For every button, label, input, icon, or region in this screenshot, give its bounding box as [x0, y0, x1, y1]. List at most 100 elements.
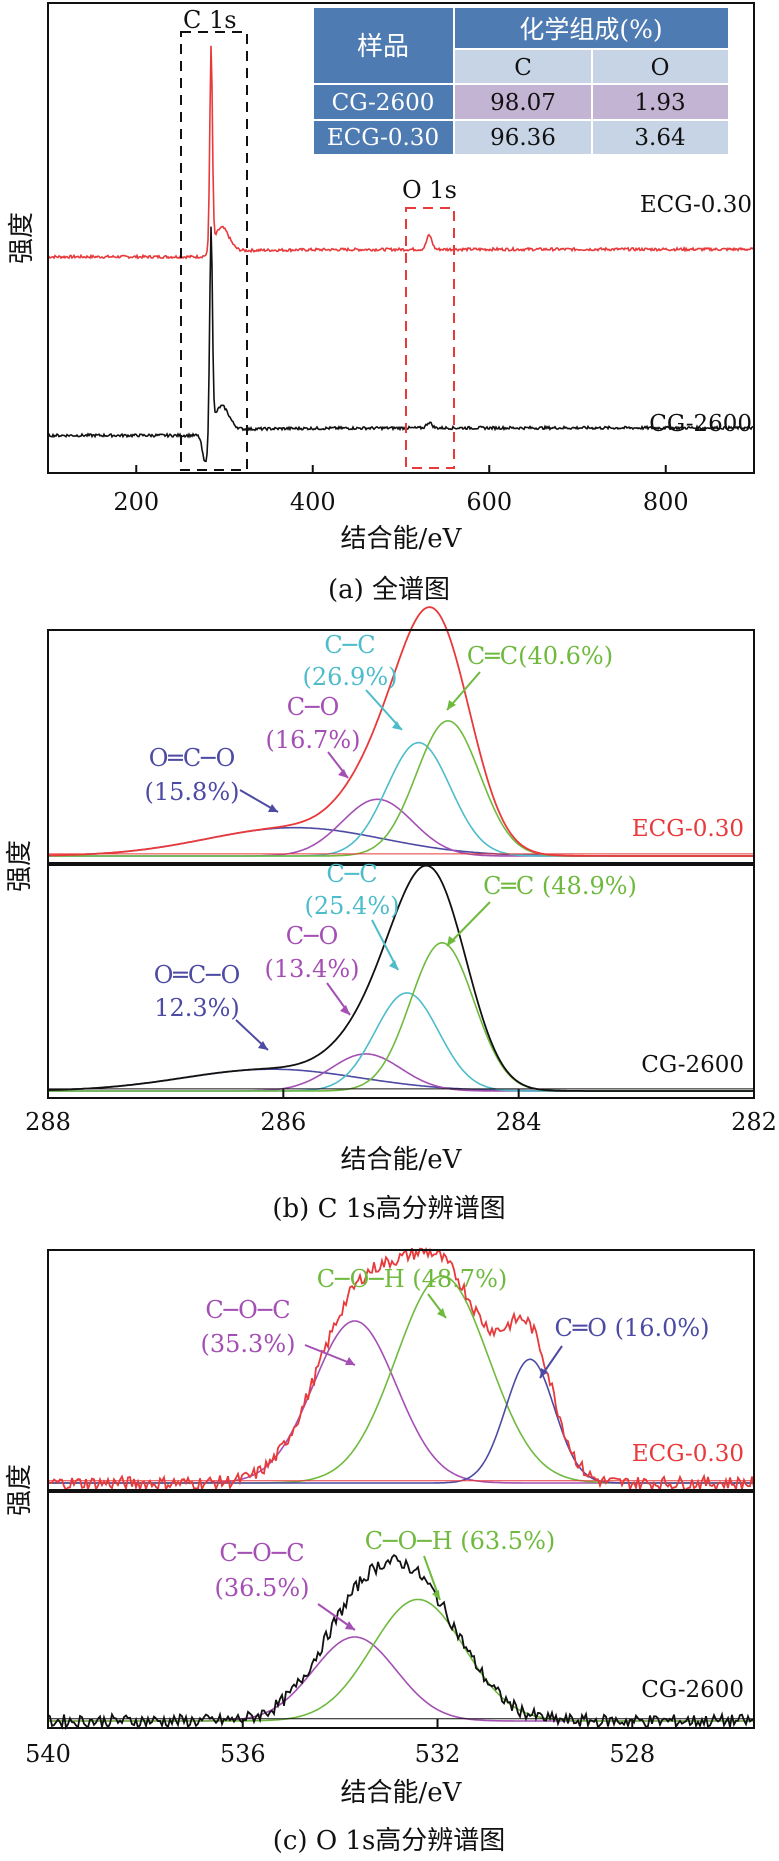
table-row2-o: 3.64	[634, 125, 685, 151]
a-tick-label-200: 200	[113, 488, 159, 516]
table-row1-sample-cell	[314, 85, 453, 119]
c-bottom-frame	[47, 1491, 755, 1729]
a-plot-frame	[47, 2, 755, 474]
c-ylabel: 强度	[5, 1464, 35, 1516]
b-x-ticks: 288 286 284 282	[25, 1089, 777, 1136]
c-ecg-curves	[47, 1246, 755, 1493]
b-tick-label-286: 286	[260, 1108, 306, 1136]
series-label-ecg: ECG-0.30	[640, 192, 752, 218]
table-col-o: O	[651, 55, 670, 81]
a-x-ticks: 200 400 600 800	[113, 465, 689, 516]
a-series-ecg-0.30	[47, 45, 755, 260]
b-ecg-oco-arrowhead	[268, 804, 278, 812]
c-x-ticks: 540 536 532 528	[25, 1719, 655, 1768]
b-bottom-frame	[47, 864, 755, 1099]
table-row2-o-cell	[593, 121, 728, 154]
o1s-label: O 1s	[402, 176, 457, 204]
b-cg-name: CG-2600	[641, 1052, 744, 1078]
panel-c: C─O─H (48.7%) C─O─C (35.3%) C═O (16.0%) …	[5, 1246, 755, 1856]
c-ecg-envelope	[47, 1246, 755, 1493]
b-cg-cc-label: C─C	[326, 860, 377, 888]
b-cg-co-label: C─O	[286, 922, 339, 950]
c-ecg-coh-arrowhead	[437, 1308, 446, 1318]
c-tick-label-532: 532	[415, 1740, 461, 1768]
c-cg-curves	[47, 1554, 755, 1731]
table-row1-c: 98.07	[490, 90, 556, 116]
c-cg-name: CG-2600	[641, 1677, 744, 1703]
table-row1-o-cell	[593, 85, 728, 119]
b-ecg-co-label: C─O	[287, 693, 340, 721]
table-header-composition: 化学组成(%)	[519, 15, 662, 44]
c-top-frame	[47, 1249, 755, 1491]
table-col-c: C	[514, 55, 532, 81]
b-cg-oco-label: O═C─O	[154, 961, 241, 989]
b-caption: (b) C 1s高分辨谱图	[272, 1194, 505, 1224]
c-cg-coh-arrowhead	[432, 1590, 440, 1600]
b-ecg-cc-pct: (26.9%)	[303, 663, 398, 691]
table-row1-c-cell	[455, 85, 591, 119]
c-cg-coc-arrowhead	[345, 1621, 355, 1630]
b-ecg-cc-label: C─C	[324, 631, 375, 659]
table-header-sample-cell	[314, 8, 453, 83]
b-ecg-name: ECG-0.30	[632, 816, 744, 842]
b-ecg-co-pct: (16.7%)	[266, 726, 361, 754]
table-row2-c: 96.36	[490, 125, 556, 151]
c-ecg-ceqo-label: C═O (16.0%)	[554, 1314, 709, 1342]
b-ecg-cc-arrowhead	[392, 721, 402, 730]
b-tick-label-288: 288	[25, 1108, 71, 1136]
c-ecg-ceqo-arrowhead	[540, 1368, 548, 1378]
b-cg-curves	[48, 864, 754, 1092]
b-ecg-curves	[48, 606, 754, 857]
a-caption: (a) 全谱图	[328, 575, 450, 605]
b-cg-cc-pct: (25.4%)	[305, 892, 400, 920]
a-tick-label-800: 800	[643, 488, 689, 516]
table-row2-sample-cell	[314, 121, 453, 154]
b-tick-label-282: 282	[731, 1108, 777, 1136]
a-series-cg-2600	[47, 226, 755, 463]
c-tick-label-540: 540	[25, 1740, 71, 1768]
a-series-group	[47, 45, 755, 463]
a-tick-label-400: 400	[290, 488, 336, 516]
c-ecg-coc-arrowhead	[345, 1357, 355, 1365]
composition-table: 样品 化学组成(%) C O CG-2600 98.07 1.93 ECG-0.…	[314, 8, 728, 154]
b-cg-envelope	[48, 864, 753, 1092]
table-col-c-cell	[455, 50, 591, 83]
b-ecg-oco-pct: (15.8%)	[145, 778, 240, 806]
c-cg-coc-pct: (36.5%)	[215, 1574, 310, 1602]
c-ecg-coc-label: C─O─C	[205, 1296, 290, 1324]
c-tick-label-536: 536	[220, 1740, 266, 1768]
c-xlabel: 结合能/eV	[341, 1778, 463, 1808]
b-cg-oco-arrowhead	[258, 1041, 268, 1050]
a-xlabel: 结合能/eV	[341, 524, 463, 554]
b-cg-ceqc-arrow	[446, 901, 491, 947]
table-row2-c-cell	[455, 121, 591, 154]
o1s-dashed-box	[405, 207, 455, 469]
b-tick-label-284: 284	[496, 1108, 542, 1136]
c-ecg-coh-label: C─O─H (48.7%)	[317, 1265, 507, 1293]
table-header-comp-cell	[455, 8, 728, 48]
b-ecg-oco-label: O═C─O	[149, 744, 236, 772]
a-tick-label-600: 600	[466, 488, 512, 516]
table-row1-o: 1.93	[634, 90, 685, 116]
table-col-o-cell	[593, 50, 728, 83]
series-label-cg: CG-2600	[649, 411, 752, 437]
c1s-dashed-box	[180, 31, 248, 471]
a-ylabel: 强度	[7, 212, 37, 264]
b-ecg-envelope	[48, 606, 753, 857]
b-cg-ceqc-arrowhead	[447, 936, 456, 946]
c-ecg-coc-arrow	[304, 1344, 356, 1366]
c-ecg-name: ECG-0.30	[632, 1441, 744, 1467]
panel-a: C 1s O 1s ECG-0.30 CG-2600 样品 化学组成(%) C …	[7, 2, 755, 605]
table-row1-sample: CG-2600	[332, 90, 435, 116]
c-cg-envelope	[47, 1554, 755, 1731]
b-cg-oco-pct: 12.3%)	[154, 994, 240, 1022]
b-ecg-co-arrowhead	[338, 769, 348, 778]
b-xlabel: 结合能/eV	[341, 1145, 463, 1175]
c-tick-label-528: 528	[609, 1740, 655, 1768]
b-ecg-ceqc-arrowhead	[447, 700, 456, 710]
b-ecg-ceqc-label: C═C(40.6%)	[467, 642, 613, 670]
table-header-sample: 样品	[357, 32, 409, 62]
c-ecg-coc-pct: (35.3%)	[201, 1330, 296, 1358]
